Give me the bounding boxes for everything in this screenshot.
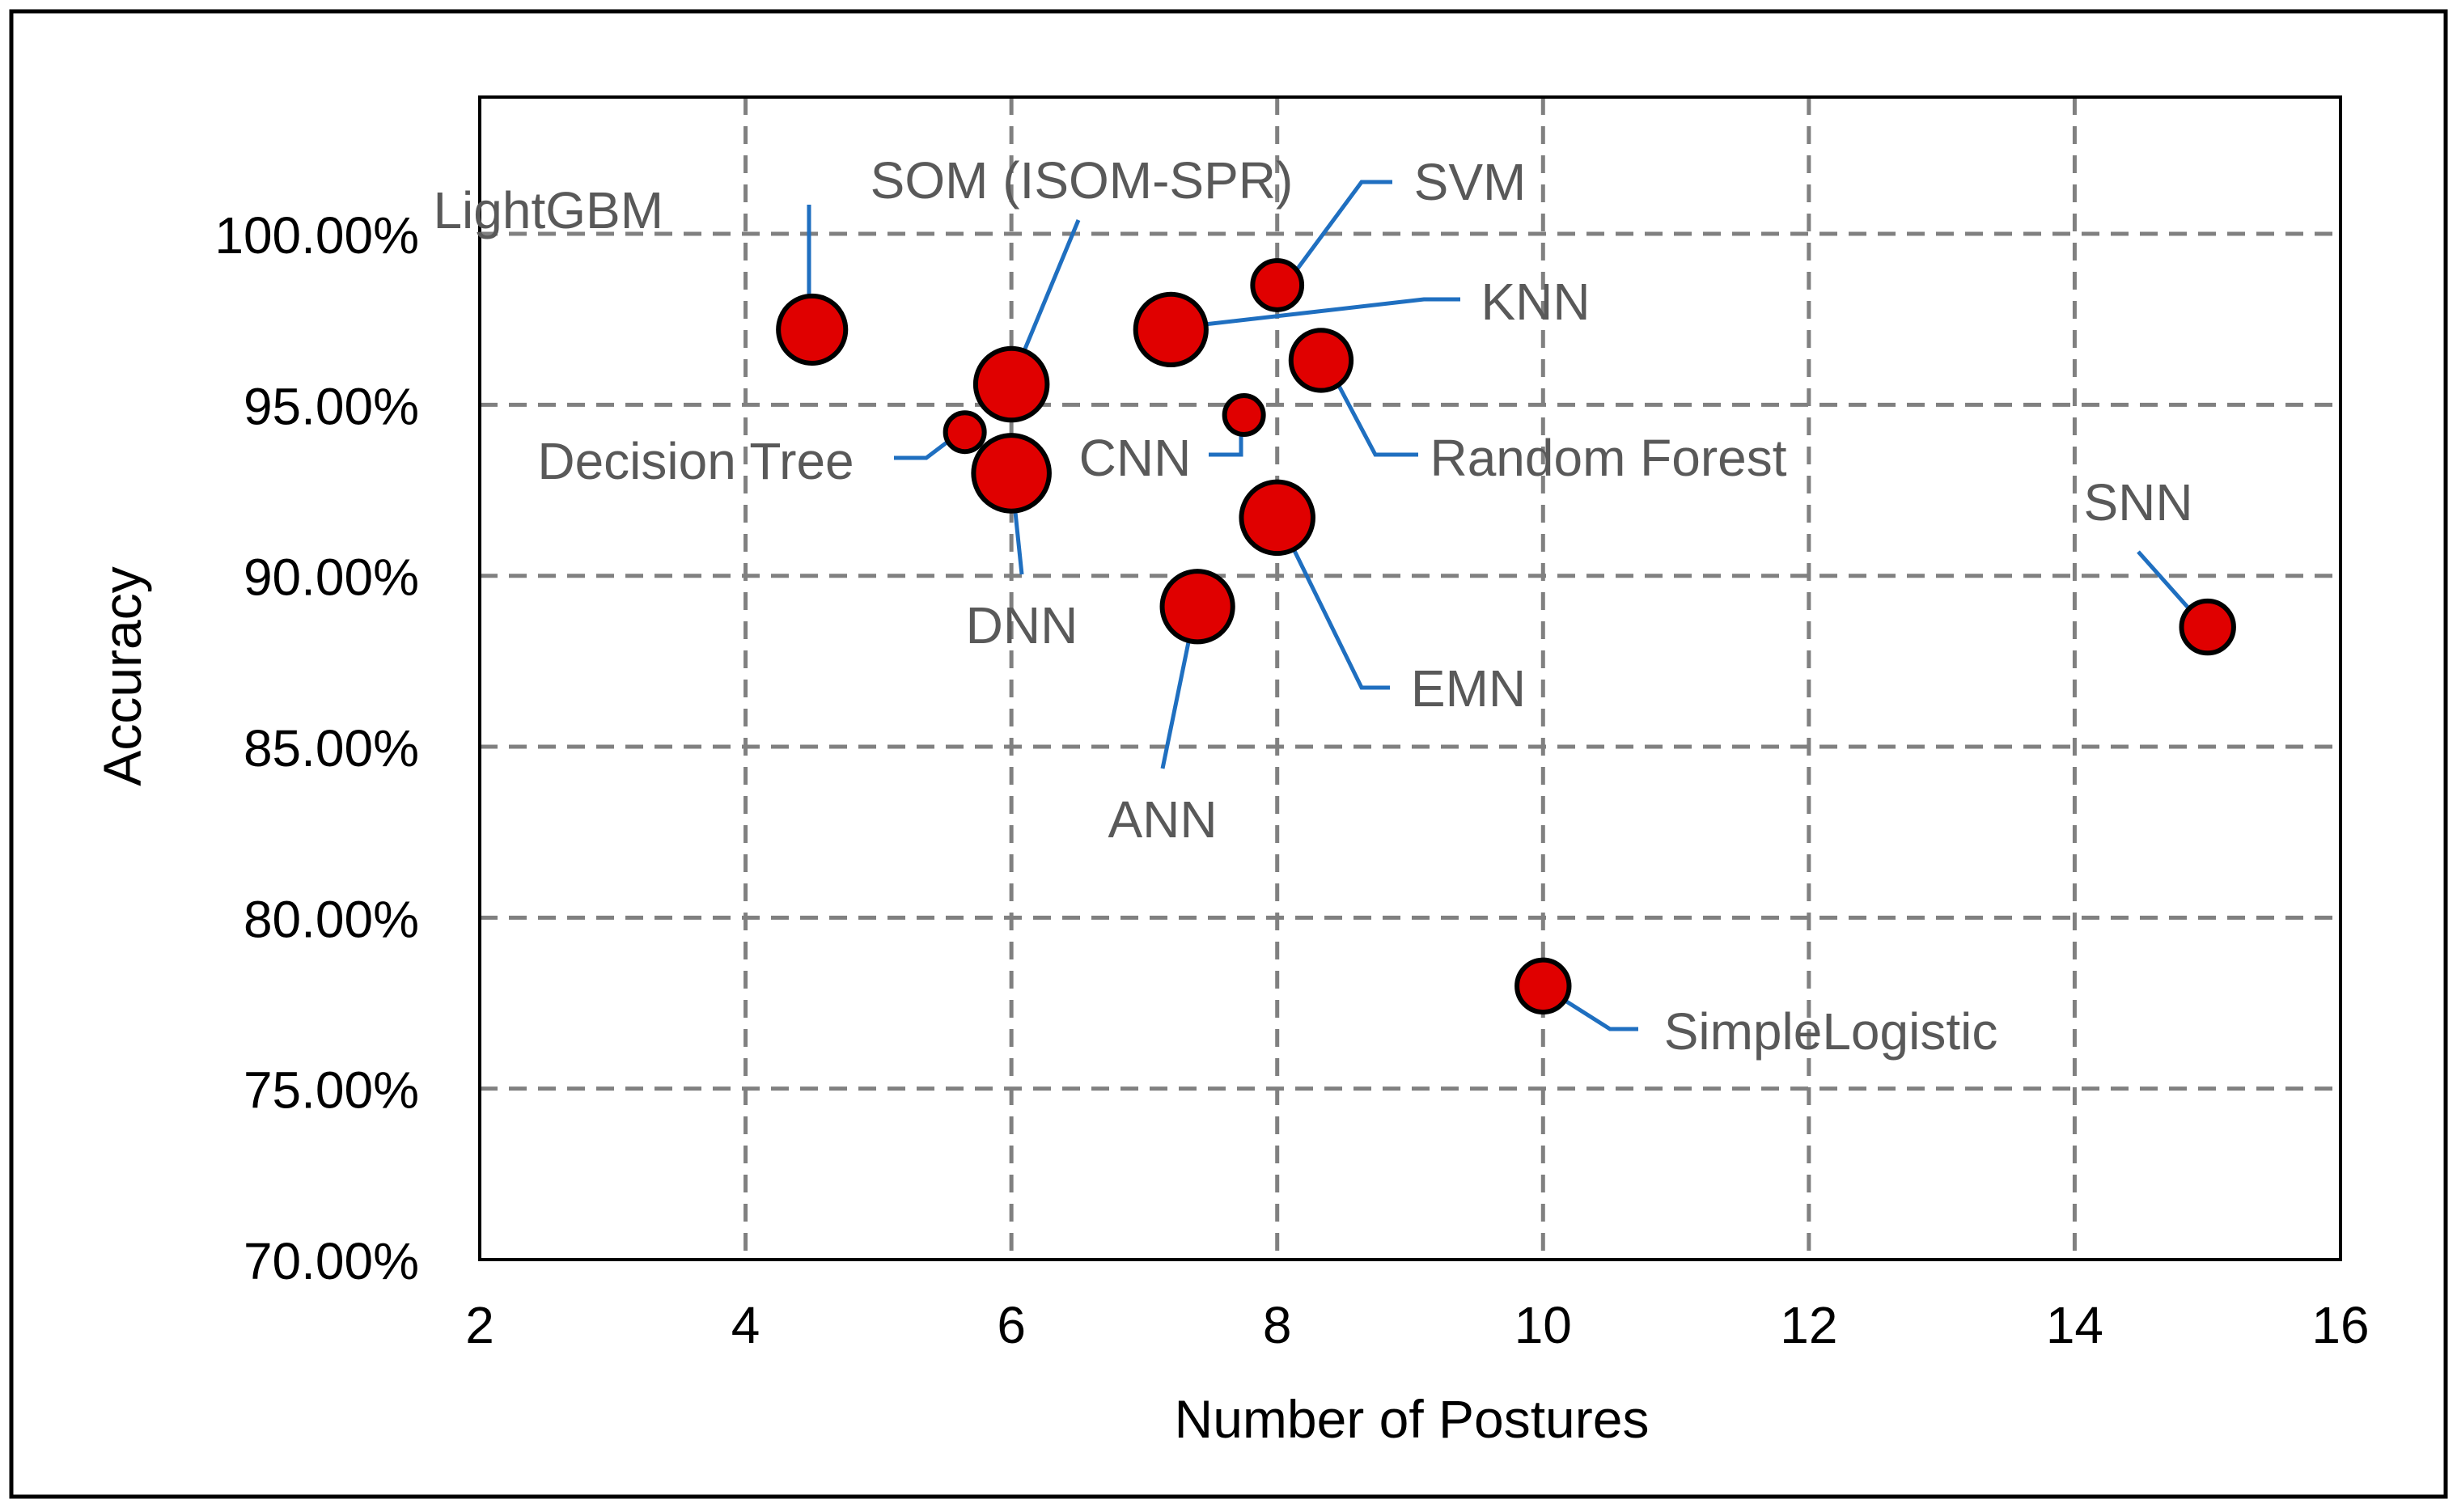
- x-tick-label: 2: [465, 1296, 494, 1354]
- point-label-emn: EMN: [1411, 659, 1526, 718]
- x-tick-label: 12: [1780, 1296, 1837, 1354]
- bubbles: [776, 258, 2236, 1015]
- x-tick-label: 16: [2311, 1296, 2369, 1354]
- grid-lines: [480, 97, 2341, 1260]
- bubble-svm: [1250, 258, 1305, 312]
- x-tick-label: 4: [731, 1296, 760, 1354]
- point-label-decision-tree: Decision Tree: [537, 432, 854, 490]
- point-label-svm: SVM: [1414, 153, 1527, 211]
- bubble-cnn: [1222, 393, 1266, 438]
- y-tick-label: 80.00%: [244, 890, 419, 948]
- bubble-snn: [2179, 598, 2236, 656]
- point-label-som-isom-spr: SOM (ISOM-SPR): [871, 151, 1294, 210]
- bubble-decision-tree: [943, 410, 987, 455]
- y-axis-title: Accuracy: [92, 566, 152, 786]
- outer-border: [9, 9, 2448, 1499]
- x-tick-label: 14: [2046, 1296, 2103, 1354]
- bubble-random-forest: [1288, 328, 1354, 393]
- x-tick-label: 6: [997, 1296, 1026, 1354]
- bubble-emn: [1239, 479, 1315, 557]
- point-label-knn: KNN: [1481, 273, 1590, 331]
- y-tick-label: 100.00%: [214, 206, 419, 265]
- x-tick-label: 10: [1514, 1296, 1572, 1354]
- point-label-random-forest: Random Forest: [1430, 429, 1786, 487]
- point-label-cnn: CNN: [1079, 429, 1192, 487]
- bubble-ann: [1159, 569, 1235, 645]
- bubble-simplelogistic: [1514, 957, 1572, 1015]
- point-label-simplelogistic: SimpleLogistic: [1664, 1002, 1998, 1061]
- leader-line-knn: [1176, 297, 1460, 330]
- y-tick-label: 85.00%: [244, 719, 419, 777]
- y-tick-label: 75.00%: [244, 1061, 419, 1120]
- y-tick-label: 70.00%: [244, 1232, 419, 1290]
- y-axis-ticks: 70.00% 75.00% 80.00% 85.00% 90.00% 95.00% 100.…: [214, 206, 419, 1290]
- x-axis-title: Number of Postures: [1175, 1389, 1650, 1449]
- leader-line-svm: [1290, 180, 1392, 277]
- bubble-som-isom-spr: [972, 345, 1050, 423]
- x-axis-ticks: 2 4 6 8 10 12 14 16: [465, 1296, 2369, 1354]
- leader-line-emn: [1276, 516, 1390, 690]
- leader-line-random-forest: [1322, 357, 1418, 457]
- point-label-lightgbm: LightGBM: [433, 181, 663, 239]
- y-tick-label: 90.00%: [244, 548, 419, 607]
- bubble-lightgbm: [776, 293, 849, 366]
- bubble-knn: [1133, 291, 1209, 367]
- leader-lines: [807, 180, 2206, 1031]
- y-tick-label: 95.00%: [244, 377, 419, 435]
- bubble-dnn: [971, 433, 1052, 514]
- plot-area-border: [478, 95, 2342, 1261]
- point-label-ann: ANN: [1108, 790, 1217, 849]
- point-labels: LightGBM SOM (ISOM-SPR) Decision Tree DNN KN…: [433, 151, 2192, 1061]
- x-tick-label: 8: [1263, 1296, 1292, 1354]
- point-label-snn: SNN: [2083, 473, 2192, 532]
- point-label-dnn: DNN: [966, 596, 1078, 654]
